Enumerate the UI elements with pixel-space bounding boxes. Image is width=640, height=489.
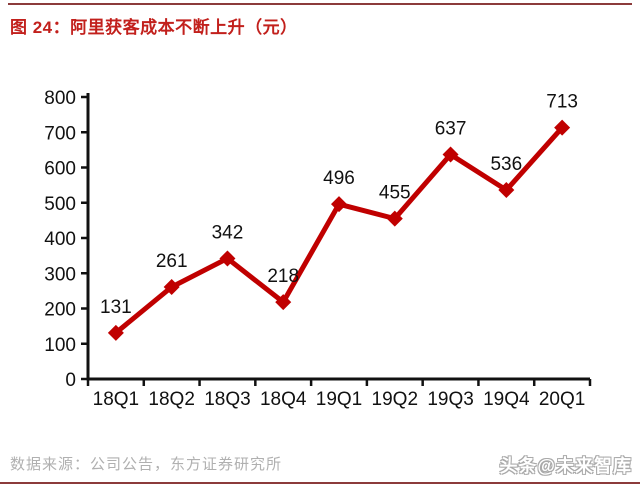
- bottom-rule: [0, 482, 640, 484]
- watermark: 头条@未来智库: [499, 456, 632, 476]
- data-source: 数据来源：公司公告，东方证券研究所: [10, 456, 283, 473]
- x-tick-label: 18Q3: [204, 389, 250, 410]
- data-point-label: 342: [212, 222, 244, 243]
- data-point-label: 637: [435, 118, 467, 139]
- y-tick-label: 300: [44, 264, 76, 285]
- data-point-label: 496: [323, 168, 355, 189]
- data-point-marker: [442, 146, 459, 163]
- y-tick-label: 0: [65, 370, 76, 391]
- data-point-label: 261: [156, 251, 188, 272]
- top-rule: [8, 3, 632, 5]
- x-tick-label: 19Q3: [427, 389, 473, 410]
- data-point-marker: [498, 182, 515, 199]
- data-point-label: 713: [546, 92, 578, 113]
- data-point-label: 536: [490, 154, 522, 175]
- data-point-marker: [163, 278, 180, 295]
- data-point-marker: [107, 324, 124, 341]
- y-tick-label: 600: [44, 159, 76, 180]
- data-point-marker: [331, 196, 347, 213]
- figure-title: 图 24：阿里获客成本不断上升（元）: [10, 18, 298, 37]
- x-tick-label: 18Q1: [93, 389, 139, 410]
- y-tick-label: 800: [44, 88, 76, 109]
- data-point-marker: [554, 119, 571, 136]
- data-point-marker: [219, 250, 236, 267]
- x-tick-label: 19Q1: [316, 389, 362, 410]
- line-chart: 0 100 200 300 400 500 600 700 800 18Q1 18Q2 18Q3 18Q…: [44, 88, 592, 410]
- data-point-marker: [275, 294, 292, 311]
- data-point-label: 455: [379, 183, 411, 204]
- data-point-marker: [386, 210, 403, 227]
- data-point-label: 218: [267, 266, 299, 287]
- y-tick-label: 700: [44, 123, 76, 144]
- y-tick-label: 100: [44, 335, 76, 356]
- data-point-label: 131: [100, 297, 132, 318]
- y-tick-label: 400: [44, 229, 76, 250]
- x-tick-label: 19Q2: [372, 389, 418, 410]
- y-tick-label: 500: [44, 194, 76, 215]
- x-tick-label: 18Q2: [148, 389, 194, 410]
- x-tick-label: 18Q4: [260, 389, 307, 410]
- x-tick-label: 19Q4: [483, 389, 530, 410]
- y-tick-label: 200: [44, 300, 76, 321]
- x-tick-label: 20Q1: [539, 389, 585, 410]
